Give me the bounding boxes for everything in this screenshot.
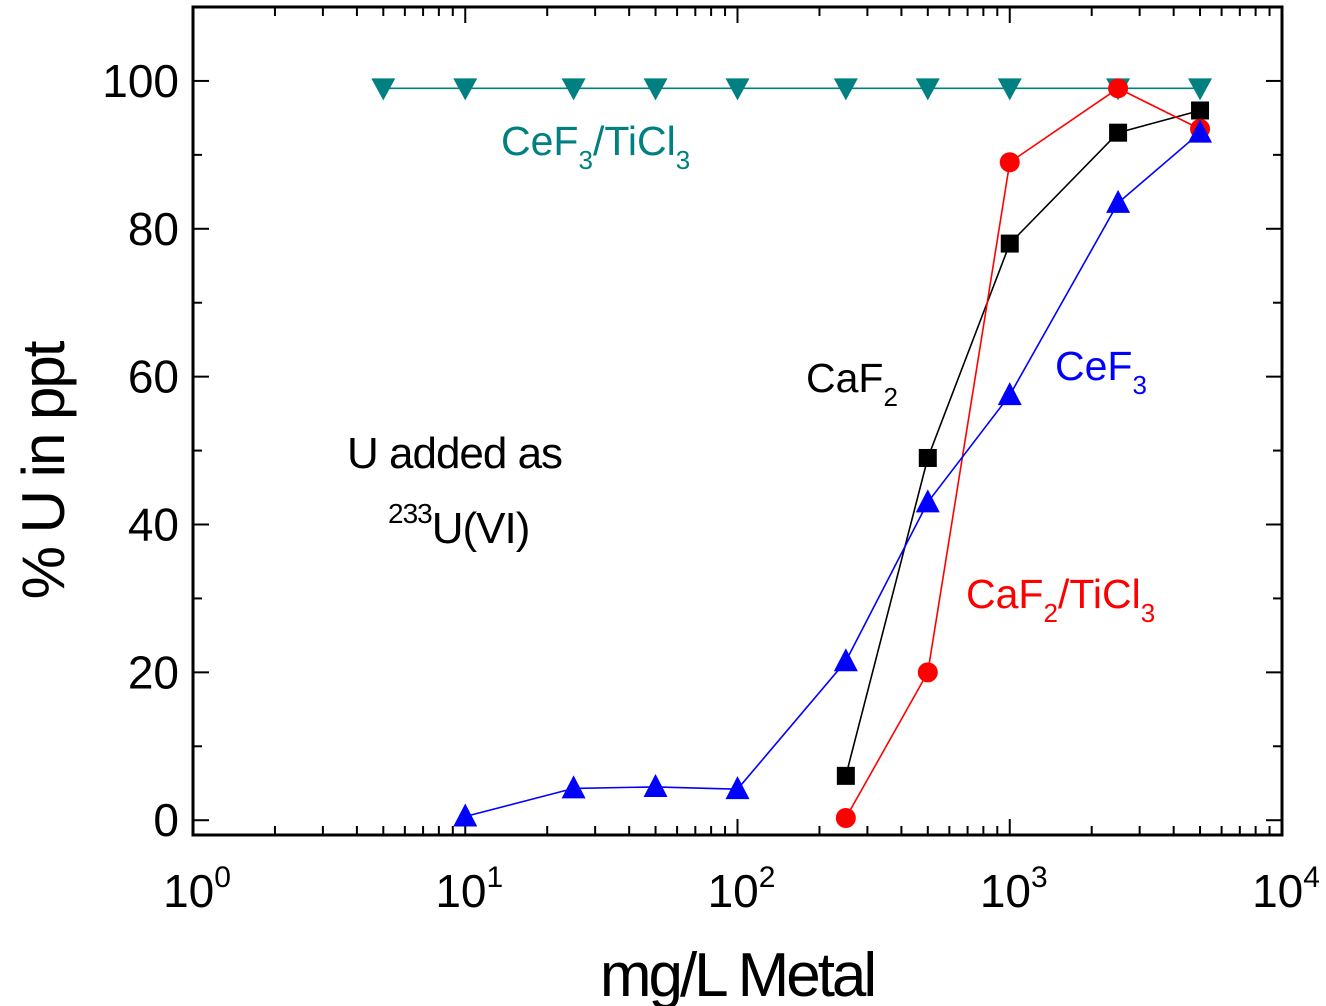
y-tick-label: 40 — [128, 499, 179, 551]
data-point-caf2 — [918, 448, 937, 467]
y-tick-label: 20 — [128, 646, 179, 698]
data-point-cef3 — [643, 773, 668, 797]
y-tick-label: 100 — [102, 55, 179, 107]
data-point-caf2 — [1109, 123, 1128, 142]
y-axis-label: % U in ppt — [10, 340, 77, 599]
data-point-cef3-ticl3 — [561, 78, 586, 101]
data-point-cef3-ticl3 — [371, 78, 396, 101]
data-point-caf2-ticl3 — [917, 662, 938, 683]
data-point-caf2 — [1000, 234, 1019, 253]
note-species: U(VI) — [432, 504, 530, 553]
data-point-cef3-ticl3 — [997, 78, 1022, 101]
x-tick-label: 102 — [708, 861, 776, 917]
data-point-cef3-ticl3 — [915, 78, 940, 101]
data-point-cef3-ticl3 — [833, 78, 858, 101]
label-cef3-a: CeF — [1055, 343, 1132, 389]
data-point-cef3-ticl3 — [453, 78, 478, 101]
data-point-cef3-ticl3 — [725, 78, 750, 101]
x-tick-label: 104 — [1252, 861, 1320, 917]
y-tick-label: 80 — [128, 203, 179, 255]
y-tick-label: 60 — [128, 351, 179, 403]
data-point-caf2-ticl3 — [835, 807, 856, 828]
label-caf2-ticl3-a: CaF — [966, 571, 1043, 617]
label-caf2-ticl3-d: 3 — [1141, 598, 1155, 628]
data-point-cef3 — [997, 382, 1022, 406]
label-cef3-ticl3: CeF3/TiCl3 — [501, 118, 690, 175]
label-cef3-ticl3-a: CeF — [501, 118, 578, 164]
data-point-cef3 — [453, 803, 478, 827]
data-point-cef3-ticl3 — [643, 78, 668, 101]
data-point-caf2-ticl3 — [999, 152, 1020, 173]
x-tick-base: 10 — [163, 865, 214, 917]
label-cef3-ticl3-c: /TiCl — [593, 118, 676, 164]
x-tick-label: 101 — [435, 861, 503, 917]
data-point-caf2 — [836, 766, 855, 785]
data-point-cef3 — [915, 489, 940, 513]
x-tick-exp: 0 — [214, 861, 231, 894]
series-line-caf2-ticl3 — [845, 87, 1201, 819]
x-tick-exp: 3 — [1031, 861, 1048, 894]
note-line-2: 233U(VI) — [388, 498, 529, 553]
data-point-cef3 — [725, 776, 750, 800]
data-point-cef3-ticl3 — [1188, 78, 1213, 101]
series-line-cef3 — [465, 132, 1201, 818]
x-tick-exp: 1 — [486, 861, 503, 894]
label-cef3-ticl3-d: 3 — [676, 145, 690, 175]
label-caf2: CaF2 — [806, 355, 898, 412]
x-tick-label: 103 — [980, 861, 1048, 917]
x-tick-exp: 4 — [1303, 861, 1320, 894]
x-tick-base: 10 — [1252, 865, 1303, 917]
x-tick-label: 100 — [163, 861, 231, 917]
label-cef3-b: 3 — [1132, 370, 1146, 400]
x-tick-base: 10 — [435, 865, 486, 917]
x-tick-exp: 2 — [759, 861, 776, 894]
label-cef3: CeF3 — [1055, 343, 1147, 400]
series-markers — [371, 78, 1213, 828]
note-line-1: U added as — [347, 429, 562, 478]
x-tick-base: 10 — [980, 865, 1031, 917]
data-point-caf2-ticl3 — [1108, 78, 1129, 99]
note-isotope: 233 — [388, 498, 432, 529]
x-axis-label: mg/L Metal — [600, 941, 874, 1006]
data-point-cef3 — [833, 648, 858, 672]
label-caf2-b: 2 — [883, 382, 897, 412]
data-point-caf2 — [1191, 101, 1210, 120]
data-point-cef3 — [1188, 119, 1213, 143]
label-caf2-ticl3-c: /TiCl — [1058, 571, 1141, 617]
data-point-cef3 — [561, 775, 586, 799]
label-caf2-a: CaF — [806, 355, 883, 401]
label-cef3-ticl3-b: 3 — [578, 145, 592, 175]
y-tick-label: 0 — [153, 794, 179, 846]
label-caf2-ticl3-b: 2 — [1043, 598, 1057, 628]
x-tick-base: 10 — [708, 865, 759, 917]
data-point-cef3 — [1106, 189, 1131, 213]
label-caf2-ticl3: CaF2/TiCl3 — [966, 571, 1155, 628]
series-line-caf2 — [845, 109, 1201, 777]
